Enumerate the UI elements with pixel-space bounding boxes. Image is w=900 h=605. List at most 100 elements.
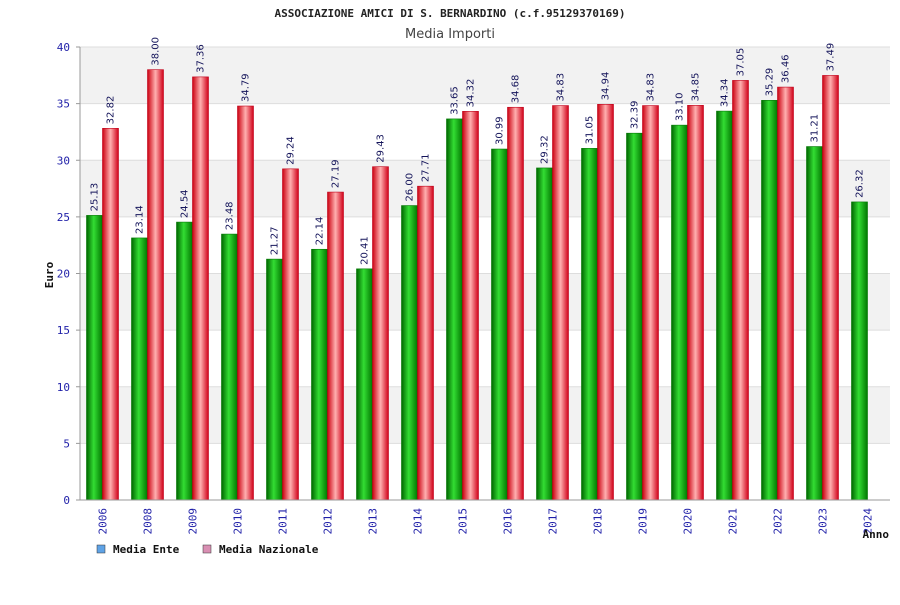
plot-band	[80, 273, 890, 331]
bar-value-label: 33.65	[450, 86, 461, 115]
bar-media-nazionale	[237, 105, 254, 501]
bar-value-label: 31.21	[810, 114, 821, 143]
x-tick-label: 2023	[817, 508, 830, 535]
x-tick-label: 2018	[592, 508, 605, 535]
bar-value-label: 24.54	[180, 189, 191, 218]
bar-value-label: 34.85	[691, 73, 702, 102]
legend: Media Ente Media Nazionale	[96, 543, 319, 556]
x-tick-label: 2015	[457, 508, 470, 535]
x-tick-label: 2013	[367, 508, 380, 535]
y-axis-ticks: 0 5 10 15 20 25 30 35 40	[57, 41, 80, 507]
x-tick-label: 2014	[412, 508, 425, 535]
bar-media-nazionale	[552, 105, 569, 501]
bar-value-label: 34.83	[556, 73, 567, 102]
x-tick-label: 2024	[862, 508, 875, 535]
x-tick-label: 2017	[547, 508, 560, 535]
x-tick-label: 2010	[232, 508, 245, 535]
bar-media-nazionale	[597, 104, 614, 501]
bar-value-label: 27.71	[421, 154, 432, 183]
bar-media-ente	[401, 205, 418, 501]
legend-label-media-nazionale: Media Nazionale	[219, 543, 319, 556]
bar-media-nazionale	[642, 105, 659, 501]
bar-media-nazionale	[507, 106, 524, 501]
bar-value-label: 29.43	[376, 134, 387, 163]
bar-media-nazionale	[687, 105, 704, 501]
x-tick-label: 2020	[682, 508, 695, 535]
bar-value-label: 25.13	[90, 183, 101, 212]
legend-label-media-ente: Media Ente	[113, 543, 180, 556]
chart-subtitle: Media Importi	[405, 27, 495, 42]
bar-media-ente	[536, 167, 553, 501]
y-tick-label: 5	[63, 437, 70, 450]
bar-value-label: 23.14	[135, 205, 146, 234]
y-tick-label: 35	[57, 98, 70, 111]
chart-title: ASSOCIAZIONE AMICI DI S. BERNARDINO (c.f…	[275, 7, 626, 20]
bar-media-ente	[131, 237, 148, 501]
plot-band	[80, 443, 890, 500]
bar-media-ente	[761, 100, 778, 501]
bar-media-nazionale	[327, 191, 344, 501]
plot-band	[80, 216, 890, 274]
bar-value-label: 34.34	[720, 78, 731, 107]
y-tick-label: 25	[57, 211, 70, 224]
plot-band	[80, 386, 890, 444]
bar-value-label: 35.29	[765, 68, 776, 97]
bar-value-label: 34.94	[601, 72, 612, 101]
bar-value-label: 36.46	[781, 54, 792, 83]
bar-media-ente	[446, 118, 463, 501]
bar-media-nazionale	[102, 128, 119, 501]
y-axis-label: Euro	[43, 261, 56, 288]
plot-band	[80, 47, 890, 104]
bar-value-label: 34.79	[241, 73, 252, 102]
bar-value-label: 38.00	[151, 37, 162, 66]
bar-media-ente	[176, 221, 193, 501]
bar-value-label: 29.32	[540, 135, 551, 164]
legend-swatch-media-ente	[96, 544, 106, 554]
bar-media-nazionale	[192, 76, 209, 501]
bar-media-nazionale	[822, 75, 839, 501]
bar-value-label: 29.24	[286, 136, 297, 165]
bar-media-ente	[221, 233, 238, 501]
bar-media-nazionale	[372, 166, 389, 501]
y-tick-label: 20	[57, 268, 70, 281]
bar-media-ente	[86, 215, 103, 501]
bar-value-label: 34.68	[511, 75, 522, 104]
bar-value-label: 37.36	[196, 44, 207, 73]
bar-value-label: 37.49	[826, 43, 837, 72]
bar-media-nazionale	[417, 185, 434, 501]
x-tick-label: 2008	[142, 508, 155, 535]
bar-value-label: 27.19	[331, 159, 342, 188]
x-tick-label: 2019	[637, 508, 650, 535]
bar-value-label: 21.27	[270, 226, 281, 255]
y-tick-label: 15	[57, 324, 70, 337]
x-tick-label: 2021	[727, 508, 740, 535]
bar-media-ente	[311, 248, 328, 501]
bar-media-nazionale	[147, 69, 164, 501]
bar-media-nazionale	[282, 168, 299, 501]
bar-media-nazionale	[777, 86, 794, 501]
bar-value-label: 20.41	[360, 236, 371, 265]
bar-media-nazionale	[462, 111, 479, 501]
bar-value-label: 34.32	[466, 79, 477, 108]
bar-value-labels: 25.13 32.82 23.14 38.00 24.54 37.36 23.48 34.79…	[90, 37, 866, 265]
bar-value-label: 26.32	[855, 169, 866, 198]
bar-media-ente	[491, 148, 508, 501]
plot-band	[80, 103, 890, 161]
x-axis-label: Anno	[863, 528, 890, 541]
bar-media-ente	[851, 201, 868, 501]
bar-media-ente	[581, 148, 598, 501]
bar-value-label: 22.14	[315, 217, 326, 246]
bar-value-label: 34.83	[646, 73, 657, 102]
bar-media-ente	[266, 258, 283, 501]
plot-band	[80, 160, 890, 217]
bar-media-ente	[806, 146, 823, 501]
plot-band	[80, 330, 890, 387]
x-tick-label: 2016	[502, 508, 515, 535]
x-tick-label: 2022	[772, 508, 785, 535]
bar-media-ente	[356, 268, 373, 501]
bar-media-ente	[716, 110, 733, 501]
x-axis-ticks: 2006 2008 2009 2010 2011 2012 2013 2014 2015 2016…	[97, 508, 875, 535]
y-tick-label: 30	[57, 154, 70, 167]
